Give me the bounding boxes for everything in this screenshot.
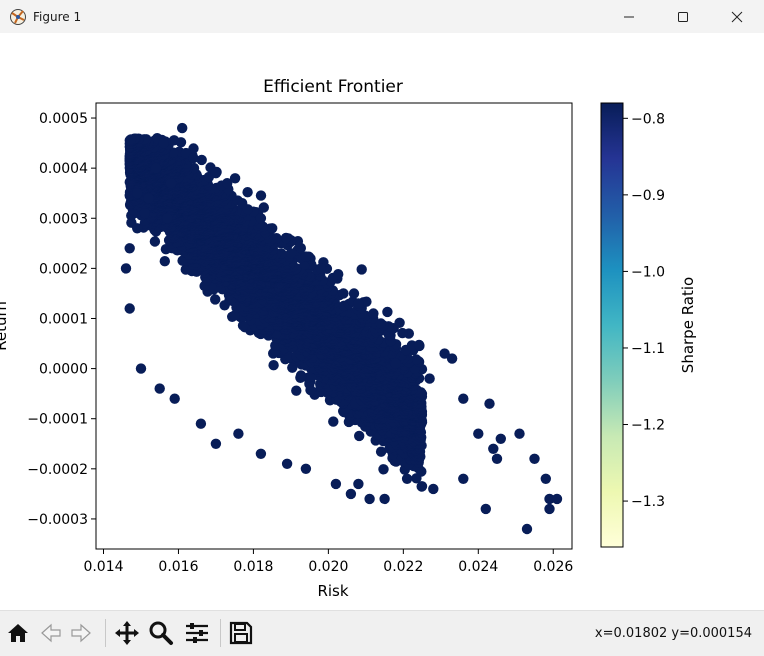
window-controls bbox=[602, 0, 764, 33]
scatter-point bbox=[328, 416, 339, 427]
minimize-button[interactable] bbox=[602, 0, 656, 33]
figure-canvas[interactable]: Efficient Frontier 0.014 0.016 0.018 0.020 0… bbox=[0, 33, 764, 610]
scatter-point bbox=[196, 154, 207, 166]
window-title: Figure 1 bbox=[33, 9, 82, 24]
scatter-point bbox=[268, 360, 279, 371]
scatter-point bbox=[291, 385, 302, 396]
scatter-point bbox=[382, 306, 393, 318]
scatter-point bbox=[416, 481, 428, 492]
scatter-point bbox=[255, 190, 267, 201]
scatter-point bbox=[280, 232, 292, 244]
scatter-point bbox=[397, 327, 408, 339]
scatter-point bbox=[295, 370, 307, 381]
scatter-point bbox=[394, 317, 405, 328]
scatter-point bbox=[413, 339, 425, 351]
scatter-point bbox=[229, 173, 241, 184]
scatter-point bbox=[411, 354, 422, 365]
scatter-point bbox=[237, 320, 249, 331]
scatter-point bbox=[378, 464, 389, 475]
scatter-point bbox=[149, 236, 161, 247]
minimize-icon bbox=[624, 16, 634, 17]
scatter-point bbox=[333, 269, 344, 280]
scatter-chart: Efficient Frontier 0.014 0.016 0.018 0.020 0… bbox=[0, 77, 697, 600]
close-button[interactable] bbox=[710, 0, 764, 33]
scatter-point bbox=[375, 446, 387, 457]
scatter-point bbox=[356, 264, 367, 275]
scatter-point bbox=[188, 143, 199, 154]
scatter-point bbox=[348, 288, 360, 299]
scatter-point bbox=[361, 296, 372, 307]
close-icon bbox=[731, 11, 743, 22]
scatter-point bbox=[258, 202, 269, 213]
scatter-point bbox=[210, 294, 221, 305]
matplotlib-app-icon bbox=[10, 8, 26, 25]
scatter-point bbox=[242, 187, 253, 198]
window-titlebar: Figure 1 bbox=[0, 0, 764, 34]
maximize-button[interactable] bbox=[656, 0, 710, 33]
scatter-point bbox=[287, 362, 298, 373]
scatter-points bbox=[120, 122, 563, 535]
scatter-point bbox=[354, 430, 365, 442]
chart-title: Efficient Frontier bbox=[263, 77, 403, 97]
scatter-point bbox=[300, 251, 312, 262]
scatter-point bbox=[159, 256, 170, 267]
maximize-icon bbox=[678, 11, 688, 22]
